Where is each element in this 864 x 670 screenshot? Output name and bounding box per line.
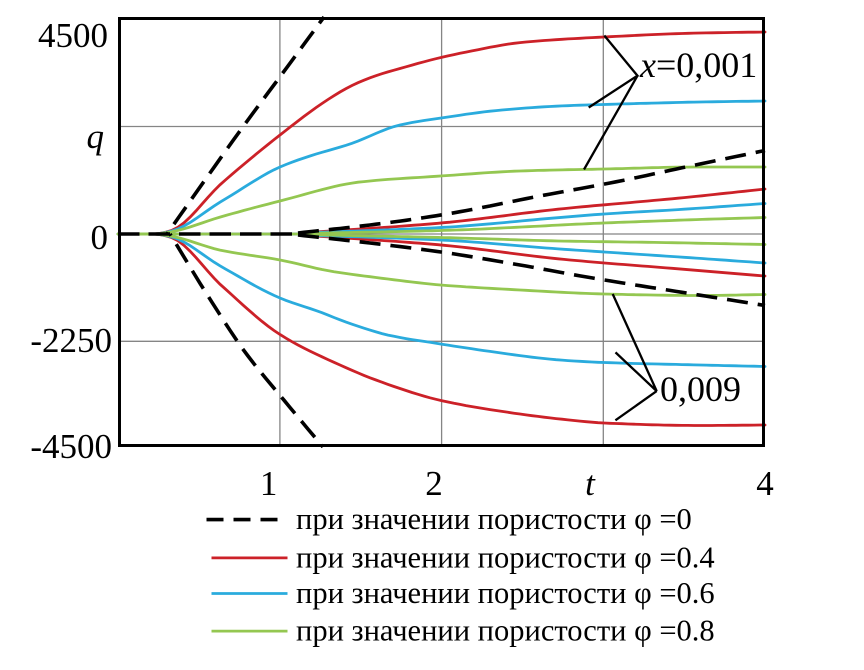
svg-text:0: 0 xyxy=(91,218,109,257)
svg-text:при значении пористости φ =0.4: при значении пористости φ =0.4 xyxy=(296,540,715,574)
svg-text:1: 1 xyxy=(260,464,278,503)
svg-text:q: q xyxy=(87,117,105,156)
svg-text:2: 2 xyxy=(425,464,443,503)
svg-text:x=0,001: x=0,001 xyxy=(639,45,757,85)
svg-text:0,009: 0,009 xyxy=(660,369,741,409)
svg-text:при значении пористости φ =0.8: при значении пористости φ =0.8 xyxy=(296,614,715,648)
svg-text:-2250: -2250 xyxy=(30,321,112,360)
svg-text:t: t xyxy=(585,464,596,503)
svg-text:при значении пористости φ =0.6: при значении пористости φ =0.6 xyxy=(296,576,715,610)
svg-text:4: 4 xyxy=(756,464,774,503)
svg-text:-4500: -4500 xyxy=(30,427,112,466)
svg-text:при значении пористости φ =0: при значении пористости φ =0 xyxy=(296,502,692,536)
svg-text:4500: 4500 xyxy=(38,16,108,55)
